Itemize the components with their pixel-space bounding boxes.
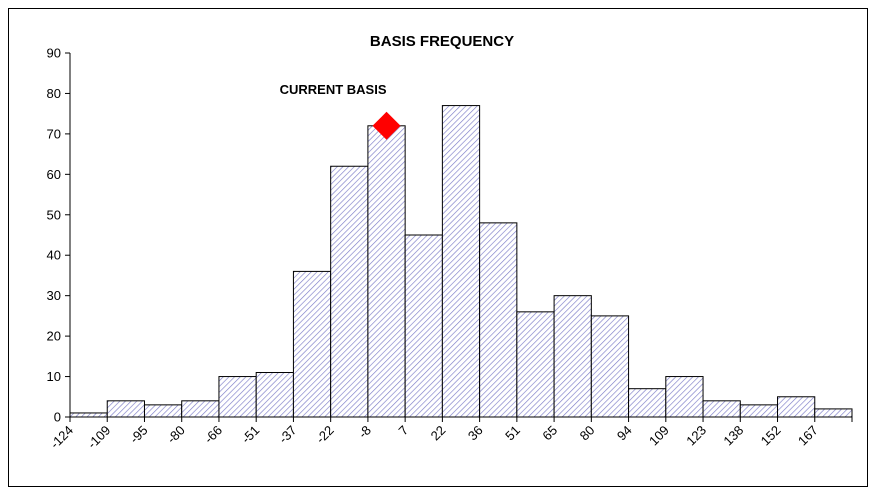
y-tick-label: 10 [47,369,61,384]
bar [590,315,630,418]
bar [255,372,294,418]
bar [181,400,220,418]
bar [516,311,555,418]
bar [367,125,406,418]
y-tick-label: 50 [47,207,61,222]
y-tick-label: 70 [47,126,61,141]
bar [739,404,779,418]
bar [69,412,108,418]
bar [814,408,853,418]
bar [292,270,332,418]
bar [777,396,816,418]
bar [665,376,704,418]
bar [218,376,257,418]
bar [628,388,667,418]
annotation-label: CURRENT BASIS [280,82,387,97]
bar [404,234,443,418]
bar [479,222,518,418]
bar [441,105,481,418]
y-tick-label: 0 [54,410,61,425]
bar [702,400,741,418]
y-tick-label: 20 [47,329,61,344]
bar [143,404,183,418]
bar [106,400,145,418]
chart-title: BASIS FREQUENCY [370,33,514,50]
y-tick-label: 80 [47,86,61,101]
current-basis-marker [372,111,401,140]
y-tick-label: 40 [47,248,61,263]
y-tick-label: 60 [47,167,61,182]
y-tick-label: 30 [47,288,61,303]
bar [553,295,592,418]
y-tick-label: 90 [47,46,61,61]
bar [330,165,369,418]
